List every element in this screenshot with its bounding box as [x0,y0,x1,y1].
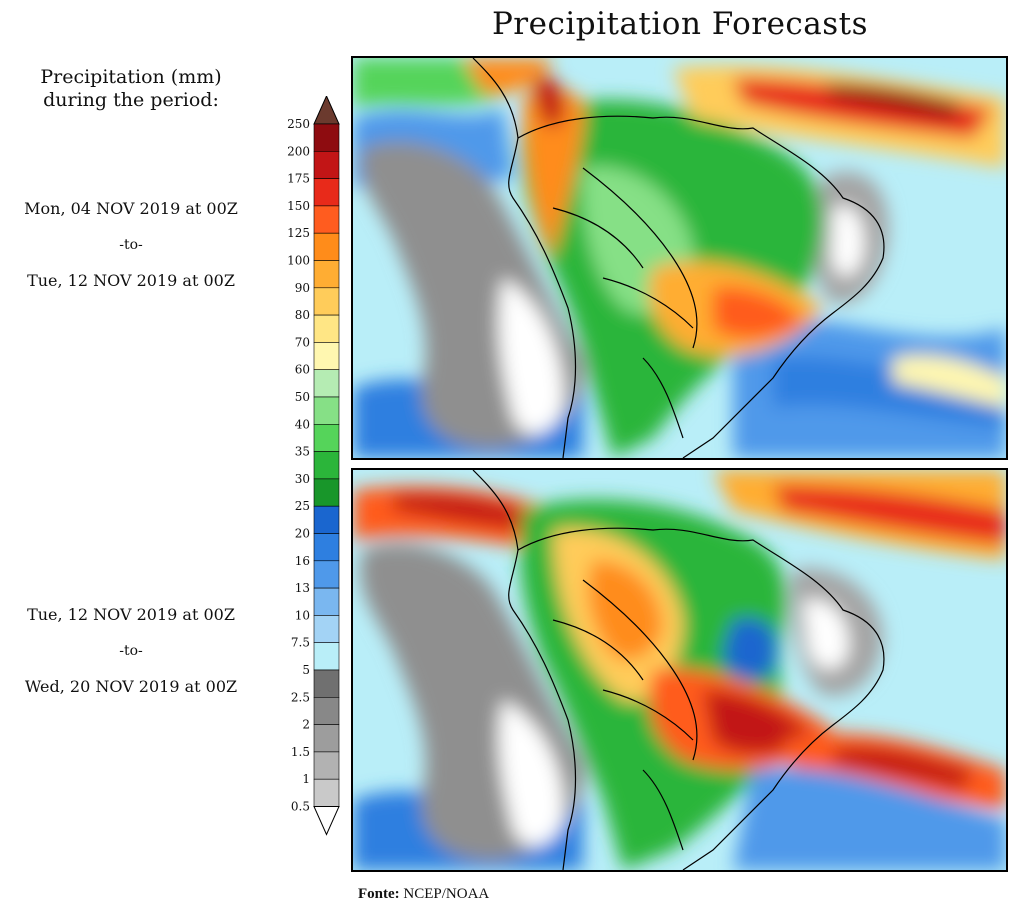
scale-tick-label: 100 [287,254,310,268]
scale-swatch [313,423,340,452]
scale-swatch [313,369,340,398]
source-label: Fonte: [358,886,400,902]
scale-swatch [313,178,340,207]
scale-tick-label: 70 [295,335,310,349]
scale-tick-label: 50 [295,390,310,404]
scale-swatch [313,560,340,589]
legend-heading: Precipitation (mm) during the period: [0,66,262,112]
scale-swatch [313,205,340,234]
scale-swatch [313,123,340,152]
period-2-separator: -to- [119,643,143,659]
scale-tick-label: 175 [287,172,310,186]
period-label-1: Mon, 04 NOV 2019 at 00Z -to- Tue, 12 NOV… [0,191,262,299]
scale-tick-label: 35 [295,445,310,459]
scale-swatch [313,505,340,534]
scale-swatch [313,587,340,616]
scale-tick-label: 16 [295,554,310,568]
forecast-map-period-1 [351,56,1008,460]
scale-tick-label: 40 [295,417,310,431]
period-2-end: Wed, 20 NOV 2019 at 00Z [24,677,238,696]
scale-swatch [313,260,340,289]
scale-arrow-top [313,96,340,125]
scale-tick-label: 80 [295,308,310,322]
scale-tick-label: 5 [302,663,310,677]
legend-heading-line2: during the period: [43,89,219,111]
scale-tick-label: 0.5 [291,800,310,814]
scale-tick-label: 2.5 [291,690,310,704]
period-1-start: Mon, 04 NOV 2019 at 00Z [24,199,238,218]
figure-title: Precipitation Forecasts [491,6,869,42]
source-value: NCEP/NOAA [403,886,490,902]
scale-tick-label: 30 [295,472,310,486]
period-1-end: Tue, 12 NOV 2019 at 00Z [27,271,235,290]
scale-arrow-bottom [313,806,340,836]
scale-tick-label: 1 [302,772,310,786]
scale-swatch [313,451,340,480]
period-2-start: Tue, 12 NOV 2019 at 00Z [27,605,235,624]
scale-swatch [313,314,340,343]
scale-swatch [313,287,340,316]
scale-swatch [313,232,340,261]
scale-swatch [313,696,340,725]
scale-tick-label: 1.5 [291,745,310,759]
scale-tick-label: 2 [302,718,310,732]
scale-swatch [313,724,340,753]
scale-tick-label: 200 [287,144,310,158]
scale-tick-label: 60 [295,363,310,377]
legend-heading-line1: Precipitation (mm) [40,66,222,88]
scale-tick-label: 90 [295,281,310,295]
period-1-separator: -to- [119,237,143,253]
scale-swatch [313,615,340,644]
scale-tick-label: 20 [295,527,310,541]
period-label-2: Tue, 12 NOV 2019 at 00Z -to- Wed, 20 NOV… [0,597,262,705]
scale-tick-label: 250 [287,117,310,131]
scale-swatch [313,778,340,807]
scale-tick-label: 10 [295,608,310,622]
forecast-map-period-2 [351,468,1008,872]
scale-tick-label: 13 [295,581,310,595]
scale-tick-label: 125 [287,226,310,240]
source-credit: Fonte: NCEP/NOAA [358,886,489,903]
scale-tick-label: 150 [287,199,310,213]
scale-swatch [313,478,340,507]
scale-tick-label: 25 [295,499,310,513]
scale-swatch [313,533,340,562]
precipitation-color-scale: 0.5 1 1.5 2 2.5 5 7.5 10 13 16 20 25 30 35 40 50 60 70 80 9… [287,96,340,836]
scale-swatch [313,751,340,780]
scale-swatch [313,342,340,370]
scale-swatch [313,150,340,179]
scale-tick-label: 7.5 [291,636,310,650]
scale-swatch [313,396,340,425]
scale-swatch [313,642,340,671]
scale-swatch [313,669,340,698]
